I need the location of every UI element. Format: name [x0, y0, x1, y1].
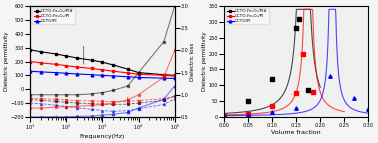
CCTO/PI — [39, 71, 43, 73]
CCTO-Fe₃O₄/PI# — [75, 57, 79, 59]
CCTO-Fe₃O₄/PI — [89, 68, 94, 69]
X-axis label: Volume fraction: Volume fraction — [271, 130, 321, 135]
CCTO-Fe₃O₄/PI# — [64, 55, 69, 57]
Line: CCTO-Fe₃O₄/PI: CCTO-Fe₃O₄/PI — [29, 60, 176, 78]
CCTO/PI — [100, 75, 105, 76]
CCTO-Fe₃O₄/PI# — [53, 53, 58, 55]
CCTO-Fe₃O₄/PI# — [172, 75, 177, 76]
CCTO-Fe₃O₄/PI — [125, 72, 130, 74]
CCTO-Fe₃O₄/PI — [172, 75, 177, 77]
CCTO-Fe₃O₄/PI# — [39, 51, 43, 53]
CCTO/PI — [64, 73, 69, 74]
Line: CCTO/PI: CCTO/PI — [29, 70, 176, 80]
CCTO/PI — [53, 72, 58, 74]
X-axis label: Frequency(Hz): Frequency(Hz) — [80, 134, 125, 139]
Line: CCTO-Fe₃O₄/PI#: CCTO-Fe₃O₄/PI# — [29, 48, 176, 77]
CCTO/PI — [161, 77, 166, 79]
CCTO-Fe₃O₄/PI — [28, 61, 33, 62]
Y-axis label: Dielectric loss: Dielectric loss — [190, 42, 195, 81]
CCTO/PI — [89, 74, 94, 76]
CCTO-Fe₃O₄/PI — [39, 62, 43, 64]
CCTO-Fe₃O₄/PI# — [125, 68, 130, 70]
CCTO/PI — [28, 70, 33, 72]
CCTO-Fe₃O₄/PI — [53, 63, 58, 65]
CCTO-Fe₃O₄/PI# — [100, 61, 105, 63]
Legend: CCTO-Fe₃O₄/PI#, CCTO-Fe₃O₄/PI, CCTO/PI: CCTO-Fe₃O₄/PI#, CCTO-Fe₃O₄/PI, CCTO/PI — [33, 8, 75, 24]
CCTO/PI — [172, 78, 177, 79]
CCTO-Fe₃O₄/PI# — [28, 49, 33, 51]
CCTO-Fe₃O₄/PI# — [111, 64, 116, 66]
CCTO/PI — [111, 75, 116, 77]
CCTO/PI — [125, 76, 130, 78]
CCTO-Fe₃O₄/PI — [75, 66, 79, 68]
CCTO-Fe₃O₄/PI — [100, 69, 105, 71]
CCTO/PI — [136, 77, 141, 78]
CCTO-Fe₃O₄/PI — [136, 73, 141, 75]
CCTO/PI — [75, 73, 79, 75]
CCTO-Fe₃O₄/PI# — [136, 72, 141, 74]
Legend: CCTO-Fe₃O₄/PI#, CCTO-Fe₃O₄/PI, CCTO/PI: CCTO-Fe₃O₄/PI#, CCTO-Fe₃O₄/PI, CCTO/PI — [226, 8, 269, 24]
CCTO-Fe₃O₄/PI — [161, 75, 166, 76]
Y-axis label: Dielectric permittivity: Dielectric permittivity — [202, 32, 207, 91]
CCTO-Fe₃O₄/PI — [64, 65, 69, 66]
CCTO-Fe₃O₄/PI — [111, 70, 116, 72]
CCTO-Fe₃O₄/PI# — [161, 74, 166, 76]
Y-axis label: Dielectric permittivity: Dielectric permittivity — [4, 32, 9, 91]
CCTO-Fe₃O₄/PI# — [89, 59, 94, 61]
